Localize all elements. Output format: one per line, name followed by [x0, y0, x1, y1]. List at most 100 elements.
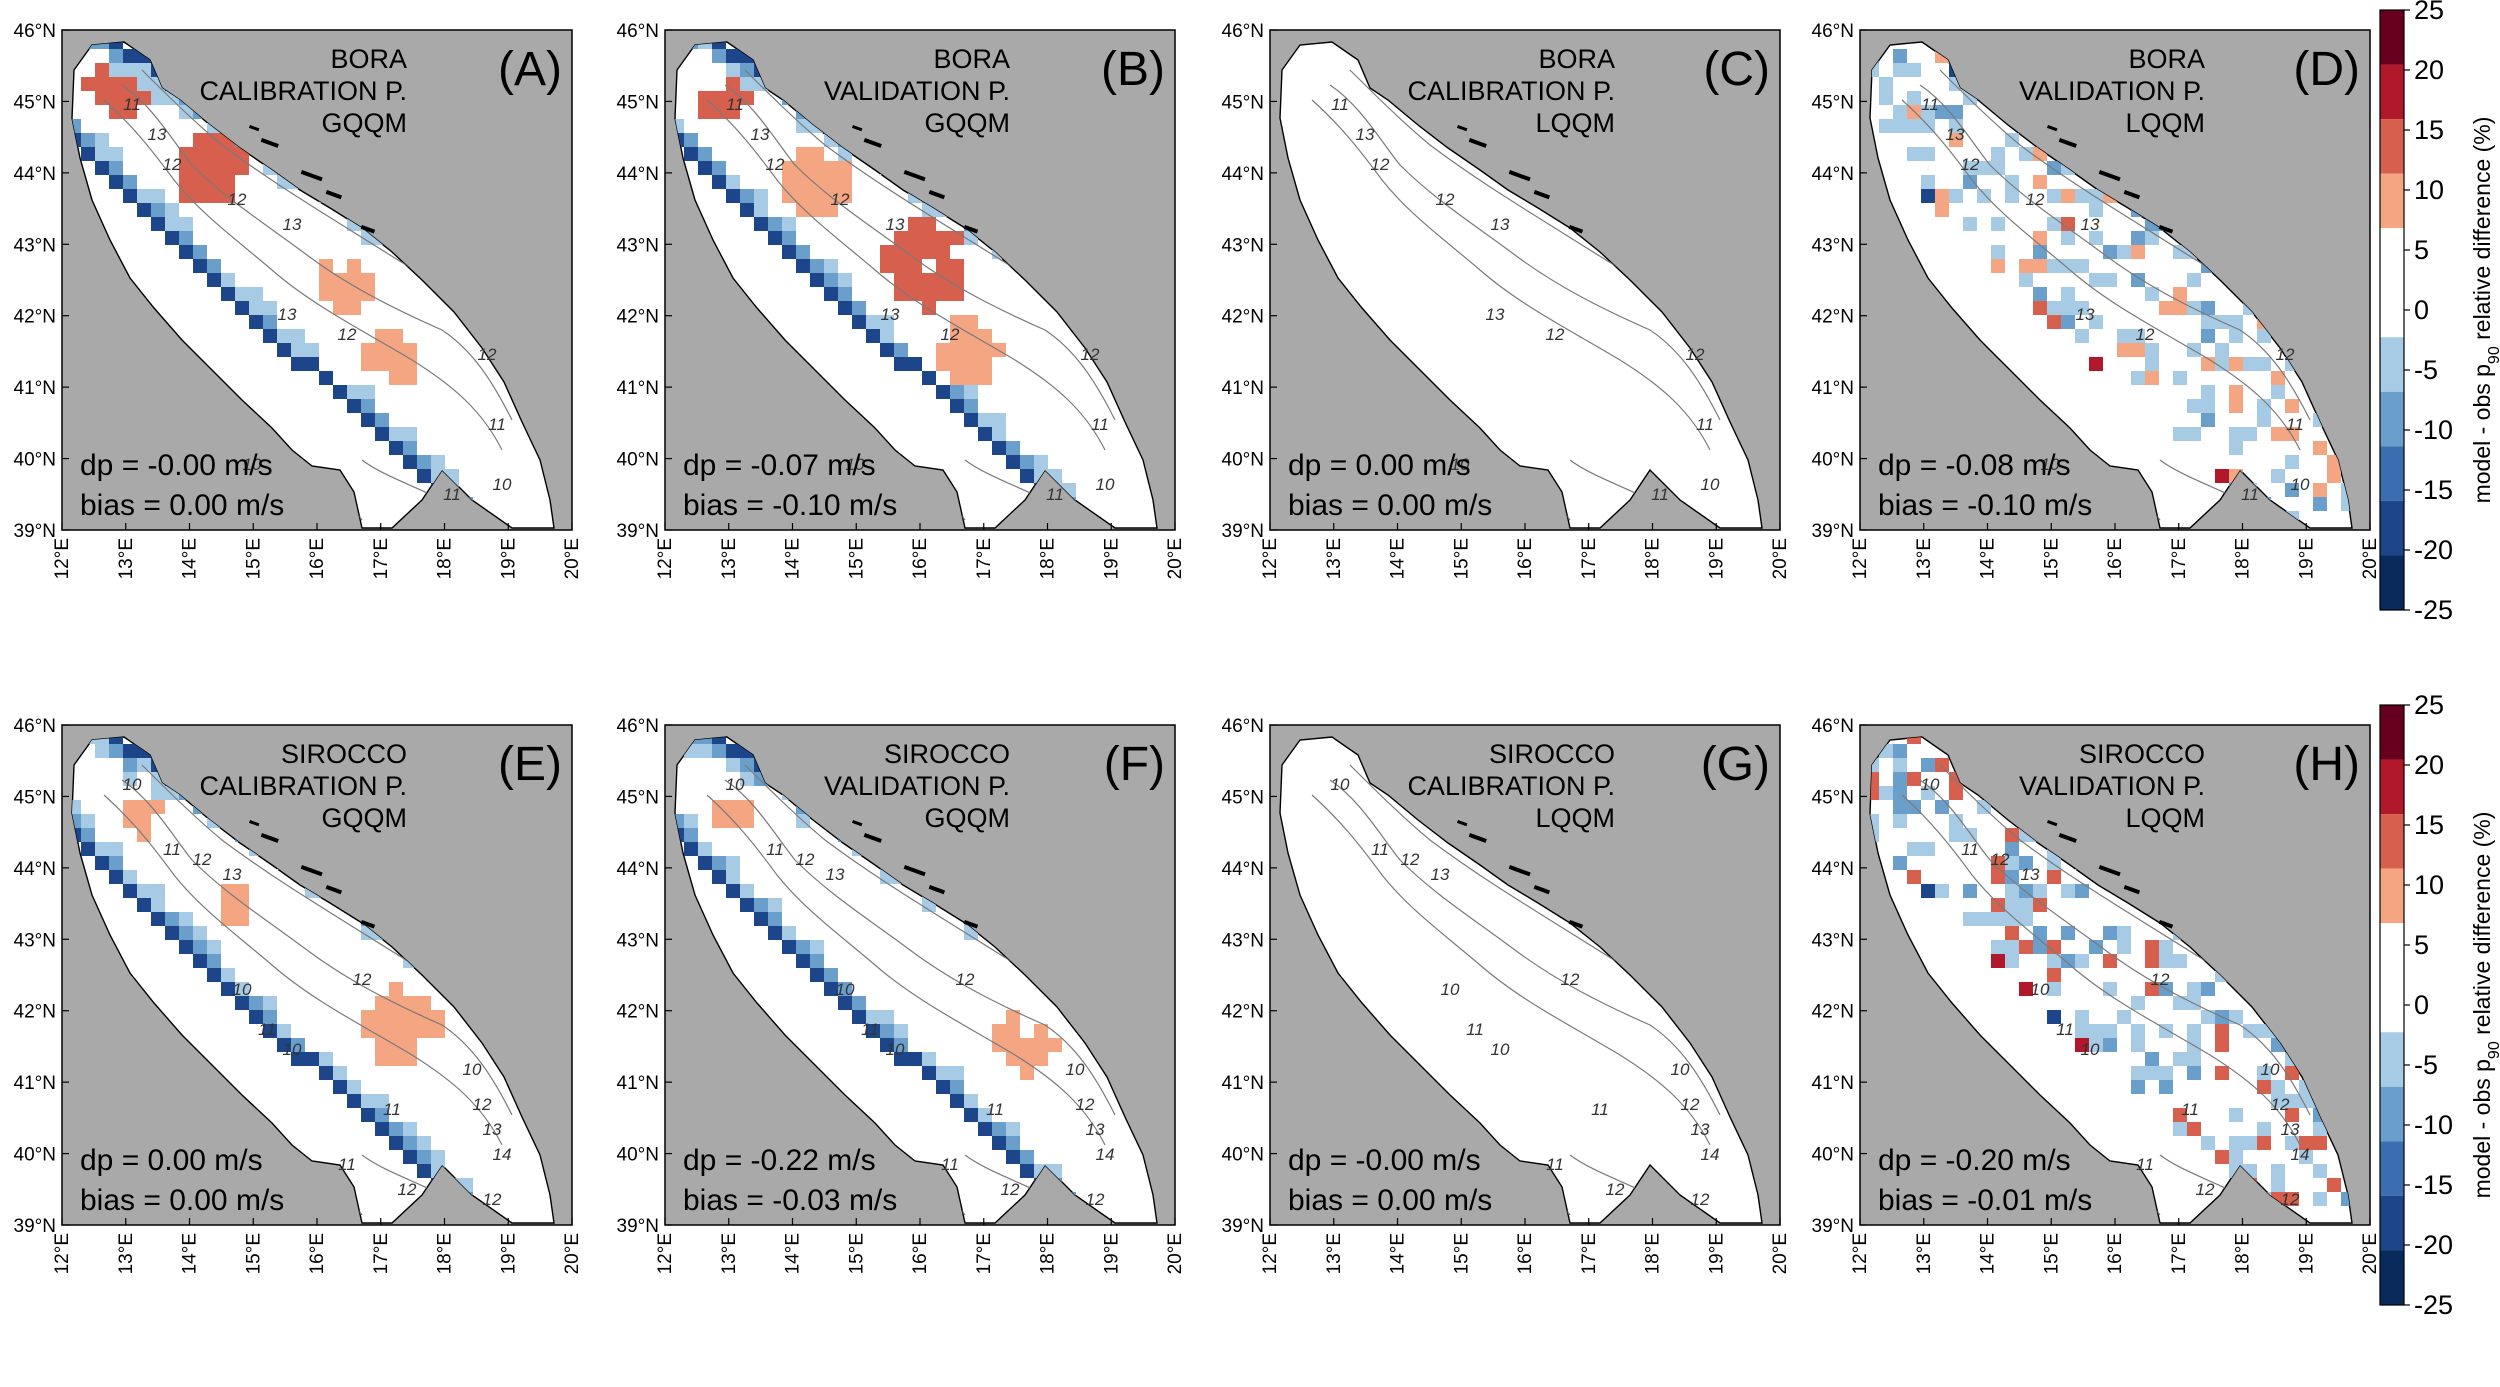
colorbar: 25 20 15 10 5 0 -5 -10 -15 -20 -25 model - obs p90 …: [2379, 0, 2500, 625]
colorbar-swatch: [2380, 173, 2404, 229]
grid-cell: [894, 357, 908, 371]
grid-cell: [2005, 133, 2019, 147]
island: [1568, 225, 1584, 234]
colorbar-swatch: [2380, 555, 2404, 610]
lat-label: 42°N: [617, 1002, 659, 1023]
grid-cell: [2131, 1024, 2145, 1038]
grid-cell: [1034, 1038, 1048, 1052]
grid-cell: [712, 91, 726, 105]
colorbar-swatch: [2380, 500, 2404, 556]
grid-cell: [1991, 217, 2005, 231]
grid-cell: [894, 245, 908, 259]
island: [851, 124, 863, 132]
grid-cell: [880, 329, 894, 343]
colorbar-swatch: [2380, 868, 2404, 924]
contour-label: 13: [283, 215, 302, 234]
grid-cell: [123, 800, 137, 814]
grid-cell: [880, 1010, 894, 1024]
grid-cell: [2047, 940, 2061, 954]
lon-label: 19°E: [1101, 1233, 1122, 1274]
grid-cell: [726, 49, 740, 63]
grid-cell: [866, 1024, 880, 1038]
grid-cell: [2159, 1080, 2173, 1094]
contour-label: 11: [726, 95, 744, 114]
contour-line: [103, 99, 503, 451]
contour-label: 10: [2041, 455, 2060, 474]
grid-cell: [1949, 189, 1963, 203]
lon-label: 15°E: [2041, 1233, 2062, 1274]
lon-label: 12°E: [52, 538, 73, 579]
panel-wind-label: SIROCCO: [884, 739, 1010, 769]
grid-cell: [810, 161, 824, 175]
contour-label: 11: [1091, 415, 1109, 434]
contour-label: 12: [1076, 1095, 1095, 1114]
grid-cell: [2271, 469, 2285, 483]
grid-cell: [207, 161, 221, 175]
grid-cell: [2187, 427, 2201, 441]
grid-cell: [2313, 1192, 2327, 1206]
grid-cell: [2075, 1038, 2089, 1052]
grid-cell: [2103, 273, 2117, 287]
grid-cell: [333, 273, 347, 287]
grid-cell: [978, 343, 992, 357]
grid-cell: [2215, 1038, 2229, 1052]
panel-method-label: GQQM: [925, 108, 1011, 138]
lon-label: 20°E: [1770, 1233, 1791, 1274]
grid-cell: [726, 63, 740, 77]
lat-label: 41°N: [617, 378, 659, 399]
grid-cell: [389, 1024, 403, 1038]
island: [2046, 124, 2058, 132]
colorbar-tick-label: 25: [2414, 0, 2444, 25]
lat-label: 46°N: [617, 716, 659, 737]
grid-cell: [726, 856, 740, 870]
lon-label: 17°E: [371, 538, 392, 579]
bias-value: bias = 0.00 m/s: [80, 489, 284, 522]
grid-cell: [109, 737, 123, 744]
grid-cell: [2215, 343, 2229, 357]
grid-cell: [403, 343, 417, 357]
grid-cell: [2047, 301, 2061, 315]
lat-label: 45°N: [14, 92, 56, 113]
grid-cell: [2089, 940, 2103, 954]
grid-cell: [1893, 772, 1907, 786]
grid-cell: [796, 259, 810, 273]
grid-cell: [2117, 343, 2131, 357]
contour-label: 10: [123, 775, 142, 794]
grid-cell: [2187, 1024, 2201, 1038]
grid-cell: [2075, 954, 2089, 968]
grid-cell: [193, 926, 207, 940]
lat-label: 43°N: [1222, 930, 1264, 951]
grid-cell: [2075, 329, 2089, 343]
grid-cell: [1921, 842, 1935, 856]
contour-label: 10: [1491, 1040, 1510, 1059]
grid-cell: [1963, 884, 1977, 898]
grid-cell: [207, 968, 221, 982]
grid-cell: [1991, 898, 2005, 912]
grid-cell: [137, 898, 151, 912]
grid-cell: [2089, 357, 2103, 371]
contour-label: 10: [1701, 475, 1720, 494]
lon-label: 19°E: [2296, 538, 2317, 579]
lat-label: 42°N: [1812, 1002, 1854, 1023]
grid-cell: [2173, 996, 2187, 1010]
colorbar-tick-label: -5: [2414, 355, 2438, 385]
grid-cell: [992, 427, 1006, 441]
island: [2123, 885, 2141, 895]
grid-cell: [824, 287, 838, 301]
grid-cell: [235, 301, 249, 315]
grid-cell: [950, 329, 964, 343]
grid-cell: [375, 427, 389, 441]
grid-cell: [2173, 287, 2187, 301]
lat-label: 40°N: [617, 450, 659, 471]
grid-cell: [2313, 441, 2327, 455]
grid-cell: [2047, 189, 2061, 203]
grid-cell: [2061, 231, 2075, 245]
lat-label: 40°N: [14, 450, 56, 471]
contour-label: 12: [1606, 1180, 1625, 1199]
grid-cell: [207, 259, 221, 273]
colorbar-tick-label: -20: [2414, 535, 2453, 565]
grid-cell: [2145, 287, 2159, 301]
grid-cell: [263, 315, 277, 329]
grid-cell: [2341, 497, 2352, 511]
grid-cell: [403, 441, 417, 455]
